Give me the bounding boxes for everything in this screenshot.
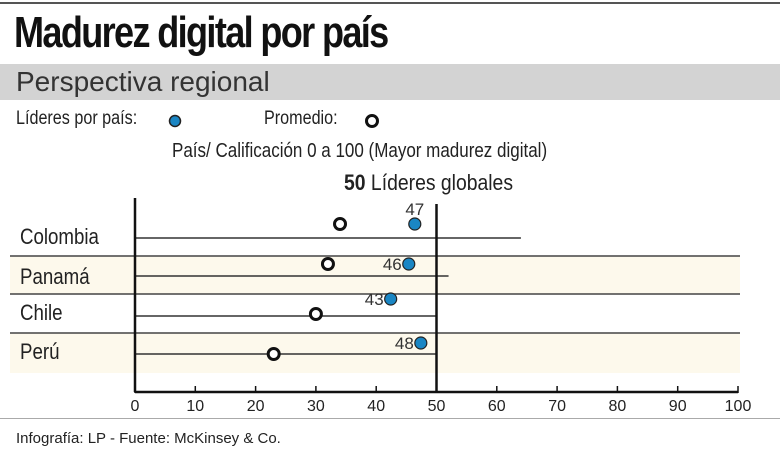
footer-credit: Infografía: LP - Fuente: McKinsey & Co. (16, 430, 281, 447)
average-point (333, 217, 348, 231)
x-tick-label: 20 (247, 398, 265, 415)
leader-value-label: 43 (365, 290, 384, 309)
leader-point (402, 257, 416, 271)
leader-value-label: 46 (383, 255, 402, 274)
leader-point (414, 336, 428, 350)
x-tick-label: 90 (669, 398, 687, 415)
average-point (266, 347, 281, 361)
x-tick-label: 50 (428, 398, 446, 415)
x-tick-label: 60 (488, 398, 506, 415)
average-point (308, 307, 323, 321)
top-rule (0, 2, 780, 4)
x-tick-label: 70 (548, 398, 566, 415)
legend-average: Promedio: (264, 108, 338, 129)
row-band (10, 256, 740, 294)
category-label: Colombia (20, 226, 100, 250)
average-point (320, 257, 335, 271)
category-label: Panamá (20, 266, 90, 290)
benchmark-value: 50 (344, 170, 366, 195)
x-tick-label: 40 (367, 398, 385, 415)
subtitle: Perspectiva regional (16, 66, 270, 97)
footer-rule (0, 418, 780, 419)
legend-leader-marker (168, 114, 182, 128)
leader-value-label: 47 (405, 200, 424, 219)
page-title: Madurez digital por país (14, 8, 389, 57)
leader-point (384, 292, 398, 306)
leader-point (408, 217, 422, 231)
x-tick-label: 10 (186, 398, 204, 415)
row-band (10, 333, 740, 373)
legend-average-marker (365, 114, 379, 128)
benchmark-text: Líderes globales (370, 170, 514, 195)
x-tick-label: 0 (131, 398, 140, 415)
x-tick-label: 30 (307, 398, 325, 415)
category-label: Chile (20, 302, 63, 326)
x-tick-label: 100 (725, 398, 752, 415)
category-label: Perú (20, 341, 59, 365)
x-tick-label: 80 (609, 398, 627, 415)
legend-leaders: Líderes por país: (16, 108, 138, 129)
benchmark-label: 50 Líderes globales (344, 170, 513, 196)
leader-value-label: 48 (395, 334, 414, 353)
subtitle-band (0, 64, 780, 100)
axis-title: País/ Calificación 0 a 100 (Mayor madure… (172, 140, 548, 162)
